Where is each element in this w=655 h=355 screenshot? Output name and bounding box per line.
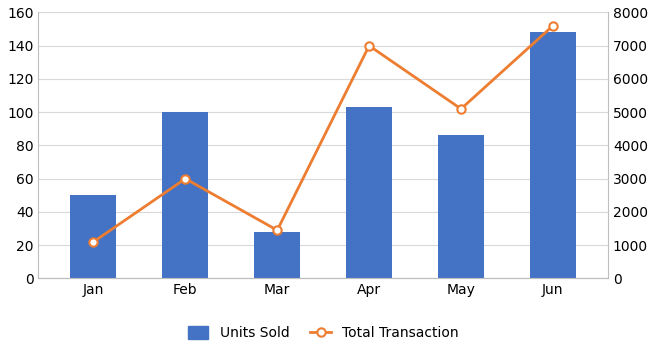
- Line: Total Transaction: Total Transaction: [89, 22, 557, 246]
- Total Transaction: [90, 240, 98, 244]
- Total Transaction: [273, 228, 281, 233]
- Bar: [346, 107, 392, 278]
- Total Transaction: [365, 44, 373, 48]
- Total Transaction: [181, 176, 189, 181]
- Bar: [162, 112, 208, 278]
- Bar: [438, 136, 484, 278]
- Bar: [530, 32, 576, 278]
- Total Transaction: [457, 107, 465, 111]
- Total Transaction: [549, 24, 557, 28]
- Bar: [71, 195, 117, 278]
- Legend: Units Sold, Total Transaction: Units Sold, Total Transaction: [182, 321, 464, 346]
- Bar: [254, 232, 300, 278]
